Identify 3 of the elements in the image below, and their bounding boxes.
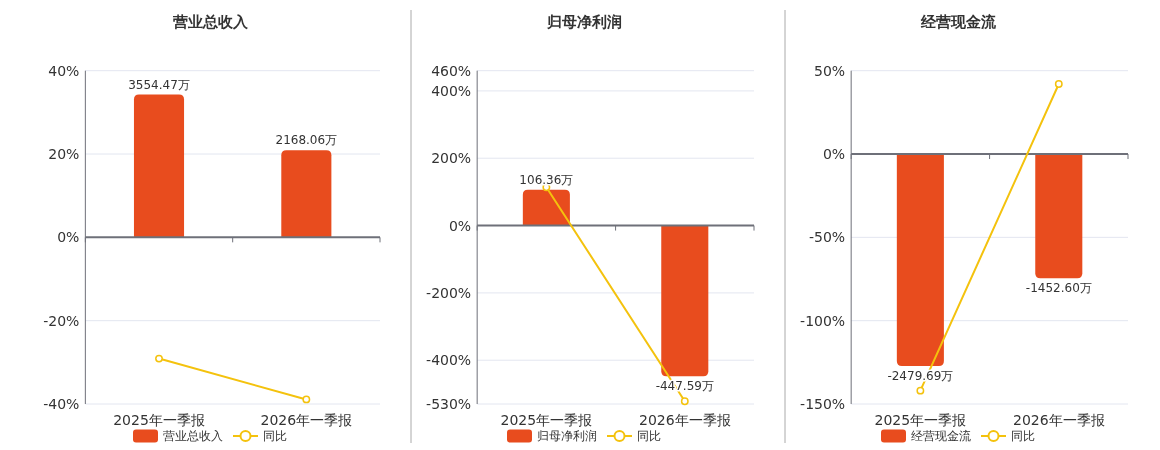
title: 经营现金流 [920,13,996,31]
title: 归母净利润 [546,13,622,31]
title: 营业总收入 [172,13,248,31]
